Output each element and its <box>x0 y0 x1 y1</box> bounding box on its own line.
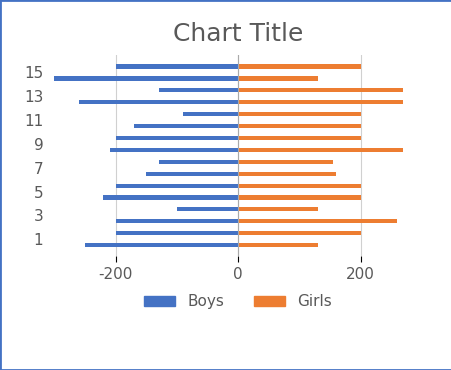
Bar <box>176 207 238 212</box>
Bar <box>115 136 238 140</box>
Bar <box>133 124 238 128</box>
Bar <box>115 219 238 223</box>
Bar <box>238 124 360 128</box>
Bar <box>238 76 317 81</box>
Bar <box>238 112 360 116</box>
Bar <box>79 100 238 104</box>
Bar <box>238 184 360 188</box>
Bar <box>238 64 360 68</box>
Bar <box>238 172 336 176</box>
Bar <box>54 76 238 81</box>
Bar <box>109 148 238 152</box>
Bar <box>115 184 238 188</box>
Bar <box>238 195 360 199</box>
Title: Chart Title: Chart Title <box>173 23 303 46</box>
Bar <box>115 231 238 235</box>
Bar <box>115 64 238 68</box>
Bar <box>238 136 360 140</box>
Legend: Boys, Girls: Boys, Girls <box>138 288 337 315</box>
Bar <box>85 243 238 247</box>
Bar <box>183 112 238 116</box>
Bar <box>238 231 360 235</box>
Bar <box>238 160 332 164</box>
Bar <box>238 219 396 223</box>
Bar <box>103 195 238 199</box>
Bar <box>238 243 317 247</box>
Bar <box>238 207 317 212</box>
Bar <box>238 148 403 152</box>
Bar <box>238 100 403 104</box>
Bar <box>158 88 238 92</box>
Bar <box>158 160 238 164</box>
Bar <box>238 88 403 92</box>
Bar <box>146 172 238 176</box>
